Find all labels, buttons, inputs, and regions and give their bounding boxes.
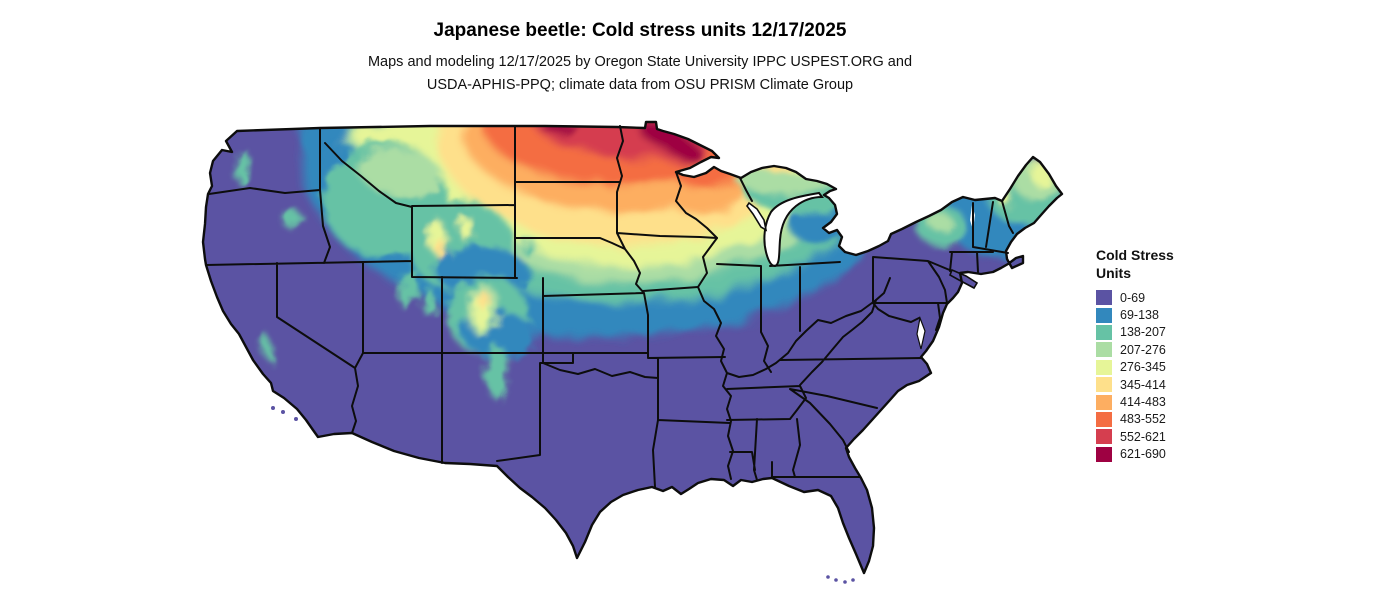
state-borders-northeast: [949, 200, 1014, 273]
legend-row: 276-345: [1096, 359, 1236, 376]
legend-label: 552-621: [1120, 429, 1166, 444]
legend-swatch: [1096, 324, 1112, 340]
legend-row: 138-207: [1096, 324, 1236, 341]
legend-label: 207-276: [1120, 342, 1166, 357]
legend: Cold Stress Units 0-69 69-138 138-207 20…: [1096, 246, 1236, 463]
legend-row: 207-276: [1096, 341, 1236, 358]
legend-label: 414-483: [1120, 395, 1166, 410]
wa-cascades-teal: [236, 150, 250, 186]
legend-label: 276-345: [1120, 360, 1166, 375]
mtn-ut-teal2: [422, 289, 436, 315]
legend-title-line2: Units: [1096, 265, 1131, 281]
legend-title: Cold Stress Units: [1096, 246, 1236, 282]
mtn-wy-yellow: [435, 239, 445, 257]
map-title: Japanese beetle: Cold stress units 12/17…: [433, 20, 847, 41]
legend-swatch: [1096, 290, 1112, 306]
sierra-teal: [259, 331, 275, 363]
legend-swatch: [1096, 377, 1112, 393]
state-borders-plains: [514, 125, 731, 488]
legend-row: 0-69: [1096, 289, 1236, 306]
mtn-co-yellow: [479, 291, 489, 309]
legend-swatch: [1096, 429, 1112, 445]
mtn-mt-green: [358, 147, 442, 197]
long-island: [948, 268, 979, 290]
adirondacks-green: [928, 213, 952, 231]
map-subtitle: Maps and modeling 12/17/2025 by Oregon S…: [0, 51, 1280, 97]
black-hills-teal: [520, 244, 534, 254]
legend-swatch: [1096, 411, 1112, 427]
legend-label: 69-138: [1120, 308, 1159, 323]
western-mountain-patches: [236, 142, 541, 398]
florida-keys: [826, 575, 855, 584]
legend-row: 345-414: [1096, 376, 1236, 393]
legend-swatch: [1096, 394, 1112, 410]
band-621-690: [634, 122, 703, 160]
legend-title-line1: Cold Stress: [1096, 247, 1174, 263]
map-subtitle-line2: USDA-APHIS-PPQ; climate data from OSU PR…: [426, 77, 854, 93]
legend-row: 69-138: [1096, 306, 1236, 323]
legend-row: 552-621: [1096, 428, 1236, 445]
or-blue-mtns-teal: [281, 211, 303, 227]
legend-label: 138-207: [1120, 325, 1166, 340]
legend-row: 414-483: [1096, 393, 1236, 410]
legend-label: 0-69: [1120, 290, 1146, 305]
legend-swatch: [1096, 307, 1112, 323]
map-subtitle-line1: Maps and modeling 12/17/2025 by Oregon S…: [367, 54, 913, 70]
legend-rows: 0-69 69-138 138-207 207-276 276-345 345-…: [1096, 289, 1236, 463]
legend-swatch: [1096, 446, 1112, 462]
legend-label: 483-552: [1120, 412, 1166, 427]
state-borders-midwest: [675, 171, 877, 480]
channel-islands: [271, 406, 298, 421]
legend-label: 621-690: [1120, 447, 1166, 462]
state-borders-east: [726, 256, 953, 481]
chesapeake-bay: [916, 315, 926, 350]
band-621-690b: [542, 122, 578, 134]
mtn-wy-pale2: [459, 217, 473, 239]
mtn-nm-teal: [485, 346, 509, 398]
legend-swatch: [1096, 342, 1112, 358]
header: Japanese beetle: Cold stress units 12/17…: [0, 0, 1280, 97]
green-bay: [746, 201, 768, 232]
state-borders-west: [205, 125, 649, 464]
legend-label: 345-414: [1120, 377, 1166, 392]
legend-row: 621-690: [1096, 446, 1236, 463]
legend-swatch: [1096, 359, 1112, 375]
legend-row: 483-552: [1096, 411, 1236, 428]
